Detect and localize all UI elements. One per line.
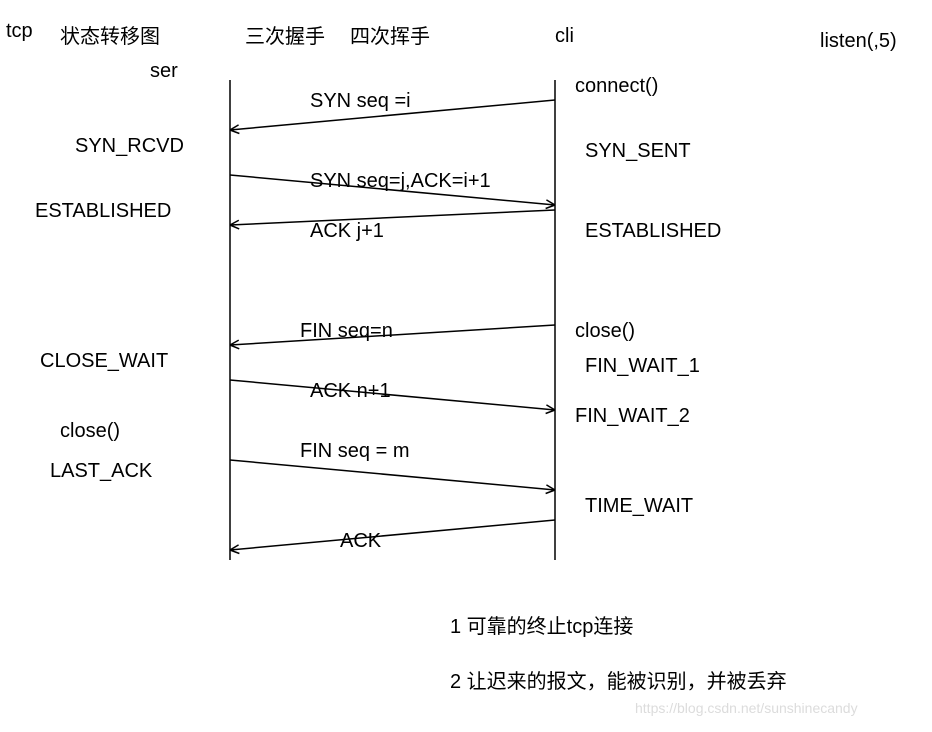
note-2: 2 让迟来的报文，能被识别，并被丢弃 [450,665,787,694]
label-listen: listen(,5) [820,30,897,53]
label-fin-wait-1: FIN_WAIT_1 [585,355,700,378]
label-time-wait: TIME_WAIT [585,495,693,518]
label-close-wait: CLOSE_WAIT [40,350,168,373]
msg-label-6: ACK [340,530,381,553]
label-cli: cli [555,25,574,48]
label-last-ack: LAST_ACK [50,460,152,483]
label-close-call-left: close() [60,420,120,443]
label-established-right: ESTABLISHED [585,220,721,243]
label-connect: connect() [575,75,658,98]
tcp-state-diagram: tcp 状态转移图 三次握手 四次挥手 cli listen(,5) ser c… [0,0,932,732]
label-ser: ser [150,60,178,83]
label-syn-rcvd: SYN_RCVD [75,135,184,158]
label-wave: 四次挥手 [350,20,430,49]
msg-label-2: ACK j+1 [310,220,384,243]
watermark: https://blog.csdn.net/sunshinecandy [635,700,858,716]
msg-label-3: FIN seq=n [300,320,393,343]
note-1: 1 可靠的终止tcp连接 [450,610,633,639]
label-fin-wait-2: FIN_WAIT_2 [575,405,690,428]
msg-label-1: SYN seq=j,ACK=i+1 [310,170,491,193]
label-syn-sent: SYN_SENT [585,140,691,163]
msg-label-0: SYN seq =i [310,90,411,113]
label-title: 状态转移图 [60,20,160,49]
label-handshake: 三次握手 [245,20,325,49]
label-established-left: ESTABLISHED [35,200,171,223]
label-close-call-right: close() [575,320,635,343]
label-tcp: tcp [6,20,33,43]
msg-label-4: ACK n+1 [310,380,391,403]
msg-label-5: FIN seq = m [300,440,409,463]
